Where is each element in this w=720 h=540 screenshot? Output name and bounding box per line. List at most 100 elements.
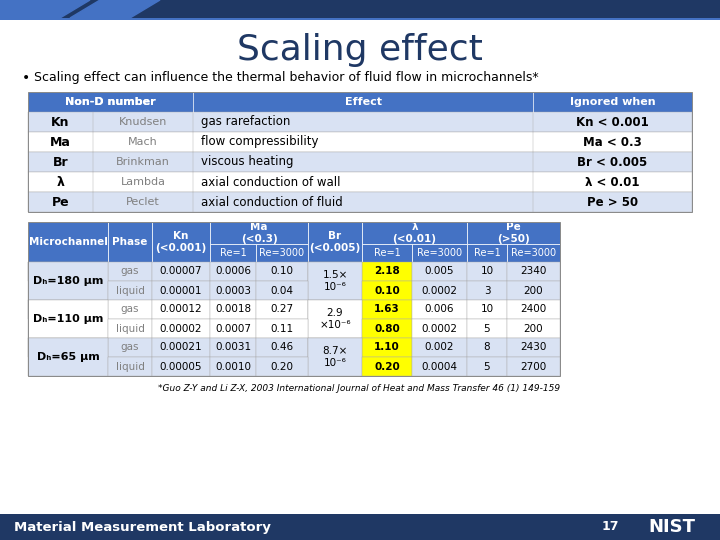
Text: Re=3000: Re=3000 [417, 248, 462, 258]
Bar [256, 262, 308, 281]
Bar [412, 338, 467, 357]
Text: 200: 200 [523, 286, 544, 295]
Bar [152, 300, 210, 319]
Bar [256, 281, 308, 300]
Text: liquid: liquid [116, 323, 145, 334]
Text: Re=1: Re=1 [374, 248, 400, 258]
Bar [362, 222, 467, 244]
Bar [362, 281, 412, 300]
Text: Kn
(<0.001): Kn (<0.001) [156, 231, 207, 253]
Bar [467, 244, 507, 262]
Bar [28, 92, 692, 212]
Text: 0.04: 0.04 [271, 286, 294, 295]
Text: Dₕ=65 μm: Dₕ=65 μm [37, 352, 99, 362]
Text: Scaling effect can influence the thermal behavior of fluid flow in microchannels: Scaling effect can influence the thermal… [34, 71, 539, 84]
Bar [467, 338, 507, 357]
Bar [412, 281, 467, 300]
Bar [152, 281, 210, 300]
Bar [152, 338, 210, 357]
Text: 0.0004: 0.0004 [421, 361, 457, 372]
Text: 10: 10 [480, 305, 494, 314]
Text: Pe: Pe [52, 195, 69, 208]
Bar [308, 300, 362, 319]
Bar [28, 338, 108, 357]
Bar [28, 338, 108, 376]
Text: liquid: liquid [116, 286, 145, 295]
Text: 200: 200 [523, 323, 544, 334]
Bar [28, 132, 692, 152]
Bar [28, 222, 108, 262]
Bar [412, 244, 467, 262]
Text: 0.0002: 0.0002 [421, 323, 457, 334]
Text: 0.0002: 0.0002 [421, 286, 457, 295]
Text: viscous heating: viscous heating [201, 156, 294, 168]
Text: Material Measurement Laboratory: Material Measurement Laboratory [14, 521, 271, 534]
Bar [412, 357, 467, 376]
Bar [108, 281, 152, 300]
Bar [28, 262, 108, 300]
Text: Knudsen: Knudsen [119, 117, 167, 127]
Text: Br < 0.005: Br < 0.005 [577, 156, 647, 168]
Bar [28, 92, 692, 112]
Text: Ma < 0.3: Ma < 0.3 [583, 136, 642, 148]
Bar [152, 222, 210, 262]
Text: 0.00012: 0.00012 [160, 305, 202, 314]
Text: 8: 8 [484, 342, 490, 353]
Bar [308, 338, 362, 376]
Bar [256, 319, 308, 338]
Bar [507, 319, 560, 338]
Text: Non-D number: Non-D number [66, 97, 156, 107]
Bar [0, 514, 720, 540]
Text: •: • [22, 71, 30, 85]
Bar [308, 300, 362, 338]
Text: 0.20: 0.20 [374, 361, 400, 372]
Text: 2.18: 2.18 [374, 267, 400, 276]
Bar [108, 222, 152, 262]
Bar [507, 300, 560, 319]
Text: Non-D number: Non-D number [66, 97, 156, 107]
Bar [210, 222, 308, 244]
Bar [308, 338, 362, 357]
Text: gas: gas [121, 342, 139, 353]
Text: Kn < 0.001: Kn < 0.001 [576, 116, 649, 129]
Text: 10: 10 [480, 267, 494, 276]
Text: 0.46: 0.46 [271, 342, 294, 353]
Text: gas: gas [121, 305, 139, 314]
Bar [28, 112, 692, 132]
Text: gas: gas [121, 267, 139, 276]
Text: 0.20: 0.20 [271, 361, 294, 372]
Bar [152, 357, 210, 376]
Text: *Guo Z-Y and Li Z-X, 2003 International Journal of Heat and Mass Transfer 46 (1): *Guo Z-Y and Li Z-X, 2003 International … [158, 384, 560, 393]
Bar [412, 319, 467, 338]
Text: Ma: Ma [50, 136, 71, 148]
Text: Mach: Mach [128, 137, 158, 147]
Bar [362, 262, 412, 281]
Bar [210, 319, 256, 338]
Bar [362, 319, 412, 338]
Bar [28, 172, 692, 192]
Bar [507, 262, 560, 281]
Bar [28, 222, 560, 376]
Text: 0.005: 0.005 [425, 267, 454, 276]
Text: 1.63: 1.63 [374, 305, 400, 314]
Bar [108, 338, 152, 357]
Text: Re=3000: Re=3000 [511, 248, 556, 258]
Text: 0.00005: 0.00005 [160, 361, 202, 372]
Bar [467, 262, 507, 281]
Polygon shape [70, 0, 160, 18]
Bar [308, 262, 362, 300]
Bar [467, 222, 560, 244]
Bar [362, 338, 412, 357]
Text: Re=1: Re=1 [474, 248, 500, 258]
Text: 0.0018: 0.0018 [215, 305, 251, 314]
Text: Pe
(>50): Pe (>50) [497, 222, 530, 244]
Text: Br
(<0.005): Br (<0.005) [310, 231, 361, 253]
Polygon shape [0, 0, 90, 18]
Text: Re=1: Re=1 [220, 248, 246, 258]
Bar [362, 244, 412, 262]
Text: 3: 3 [484, 286, 490, 295]
Bar [507, 281, 560, 300]
Bar [28, 192, 692, 212]
Text: Scaling effect: Scaling effect [237, 33, 483, 67]
Bar [507, 357, 560, 376]
